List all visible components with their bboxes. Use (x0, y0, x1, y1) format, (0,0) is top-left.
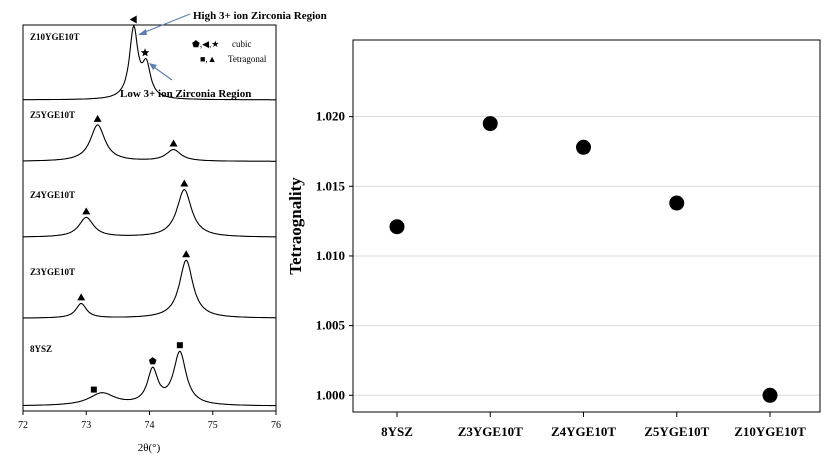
xrd-x-tick-label: 76 (271, 420, 281, 431)
xrd-marker-tetragonal-triangle (180, 179, 189, 187)
tetragonality-x-tick-label-8ysz: 8YSZ (381, 424, 413, 439)
xrd-x-axis: 72 73 74 75 76 (18, 411, 281, 431)
xrd-marker-cubic-pentagon (148, 357, 157, 365)
tetragonality-point-z3yge10t (482, 116, 498, 132)
xrd-annotations: High 3+ ion Zirconia Region Low 3+ ion Z… (120, 10, 327, 100)
xrd-x-tick-label: 73 (81, 420, 91, 431)
tetragonality-point-z4yge10t (576, 139, 591, 155)
tetragonality-y-tick-label: 1.005 (316, 318, 346, 333)
xrd-marker-tetragonal-triangle (77, 293, 86, 301)
tetragonality-point-z5yge10t (669, 195, 685, 211)
tetragonality-x-axis: 8YSZ Z3YGE10T Z4YGE10T Z5YGE10T Z10YGE10T (381, 412, 806, 439)
tetragonality-points (389, 116, 778, 403)
tetragonality-x-tick-label-z10yge10t: Z10YGE10T (734, 424, 806, 439)
tetragonality-x-tick-label-z4yge10t: Z4YGE10T (551, 424, 616, 439)
xrd-marker-tetragonal-triangle (169, 139, 178, 147)
xrd-pattern-z10yge10t (23, 24, 276, 101)
xrd-legend: ⬟,◀,★ cubic ■,▲ Tetragonal (192, 39, 267, 64)
xrd-pattern-z3yge10t (23, 259, 276, 319)
annotation-high-arrowhead (138, 29, 147, 35)
tetragonality-point-8ysz (389, 219, 405, 235)
tetragonality-y-tick-label: 1.015 (316, 178, 346, 193)
tetragonality-point-z10yge10t (762, 387, 778, 403)
tetragonality-y-tick-label: 1.010 (316, 248, 345, 263)
annotation-low-region: Low 3+ ion Zirconia Region (120, 88, 251, 100)
xrd-series-group: Z10YGE10T Z5YGE10T Z4YGE10T Z3YGE10T 8YSZ (22, 15, 276, 407)
annotation-high-arrow-line (139, 13, 191, 35)
annotation-high-region: High 3+ ion Zirconia Region (193, 10, 327, 22)
tetragonality-y-tick-label: 1.020 (316, 109, 345, 124)
xrd-marker-tetragonal-triangle (182, 250, 191, 258)
xrd-marker-cubic-tri-left (129, 15, 137, 24)
tetragonality-y-axis-label: Tetraognality (286, 177, 305, 275)
xrd-sample-label-z4yge10t: Z4YGE10T (30, 190, 75, 200)
xrd-sample-label-z10yge10t: Z10YGE10T (30, 32, 80, 42)
xrd-x-tick-label: 72 (18, 420, 28, 431)
xrd-x-tick-label: 74 (145, 420, 155, 431)
tetragonality-grid (353, 116, 820, 396)
xrd-marker-tetragonal-triangle (82, 207, 91, 215)
xrd-sample-label-z3yge10t: Z3YGE10T (30, 267, 75, 277)
annotation-low-arrowhead (149, 63, 157, 70)
legend-cubic-label: cubic (232, 39, 252, 49)
xrd-pattern-8ysz (22, 350, 276, 407)
xrd-x-axis-label: 2θ(°) (138, 442, 161, 454)
legend-cubic-symbols: ⬟,◀,★ (192, 39, 219, 49)
xrd-marker-tetragonal-square (176, 342, 183, 349)
tetragonality-x-tick-label-z3yge10t: Z3YGE10T (458, 424, 523, 439)
xrd-sample-label-8ysz: 8YSZ (30, 344, 52, 354)
tetragonality-x-tick-label-z5yge10t: Z5YGE10T (644, 424, 709, 439)
legend-tetragonal-label: Tetragonal (228, 54, 267, 64)
xrd-panel: 72 73 74 75 76 Z10YGE10T Z5YGE10T Z4YGE10T Z3YG… (18, 10, 327, 454)
tetragonality-y-tick-label: 1.000 (316, 387, 345, 402)
legend-tetragonal-symbols: ■,▲ (200, 54, 217, 64)
xrd-marker-tetragonal-triangle (93, 114, 102, 122)
xrd-plot-frame (22, 24, 277, 412)
tetragonality-panel: 1.000 1.005 1.010 1.015 1.020 8YSZ Z3YGE10T Z4… (286, 39, 821, 439)
xrd-sample-label-z5yge10t: Z5YGE10T (30, 110, 75, 120)
xrd-pattern-z4yge10t (23, 188, 276, 238)
tetragonality-plot-frame (352, 39, 821, 413)
xrd-pattern-z5yge10t (23, 124, 276, 162)
xrd-marker-cubic-star (140, 48, 150, 57)
xrd-marker-tetragonal-square (90, 386, 97, 393)
tetragonality-y-axis: 1.000 1.005 1.010 1.015 1.020 (316, 109, 353, 402)
xrd-x-tick-label: 75 (208, 420, 218, 431)
